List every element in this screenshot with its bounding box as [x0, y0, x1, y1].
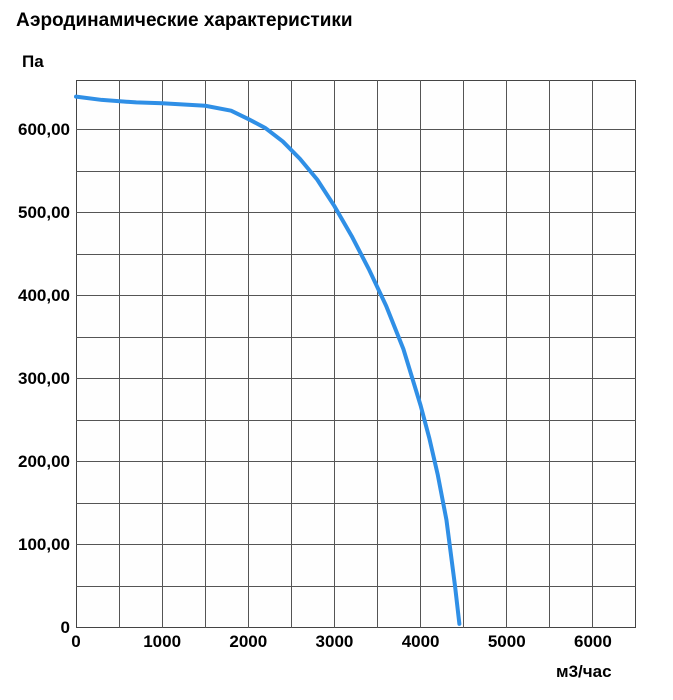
y-tick-label: 100,00: [4, 535, 70, 555]
x-tick-label: 4000: [391, 632, 451, 652]
y-tick-label: 300,00: [4, 369, 70, 389]
x-axis-unit-label: м3/час: [556, 662, 612, 682]
x-tick-label: 1000: [132, 632, 192, 652]
performance-curve: [76, 80, 636, 628]
y-tick-label: 500,00: [4, 203, 70, 223]
series-line: [76, 97, 459, 624]
page-root: Аэродинамические характеристики Па 0 100,…: [0, 0, 673, 700]
x-tick-label: 3000: [304, 632, 364, 652]
chart-title: Аэродинамические характеристики: [16, 10, 353, 32]
y-tick-label: 600,00: [4, 120, 70, 140]
x-tick-label: 5000: [477, 632, 537, 652]
x-tick-label: 6000: [563, 632, 623, 652]
x-tick-label: 2000: [218, 632, 278, 652]
y-axis-unit-label: Па: [22, 52, 44, 72]
y-tick-label: 200,00: [4, 452, 70, 472]
y-tick-label: 400,00: [4, 286, 70, 306]
plot-area: [76, 80, 636, 628]
x-tick-label: 0: [46, 632, 106, 652]
